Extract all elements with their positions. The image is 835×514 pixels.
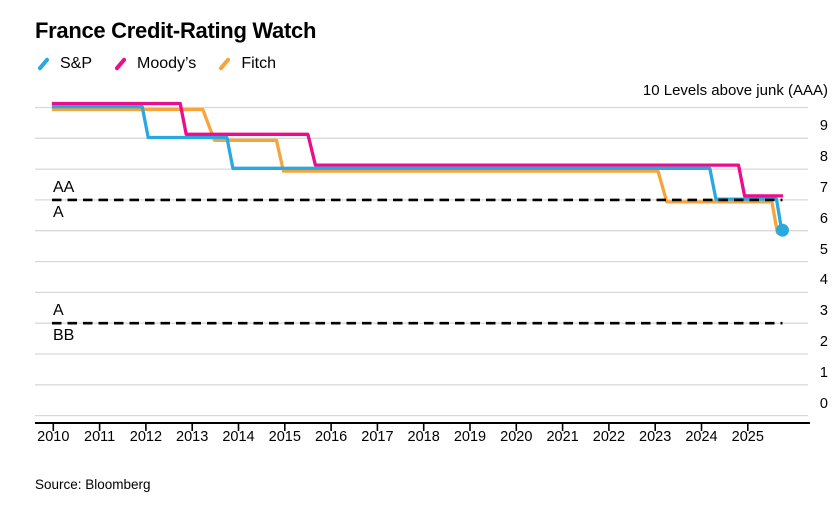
chart-title: France Credit-Rating Watch: [35, 18, 317, 43]
x-tick-label-2024: 2024: [685, 429, 718, 445]
x-tick-label-2021: 2021: [546, 429, 579, 445]
y-tick-label-8: 8: [819, 149, 828, 166]
band-label-below-level-3: BB: [53, 327, 75, 345]
y-tick-label-9: 9: [819, 118, 828, 135]
plot-area: [35, 101, 810, 431]
y-tick-label-2: 2: [819, 334, 828, 350]
y-tick-label-1: 1: [819, 364, 828, 381]
band-label-above-level-3: A: [53, 302, 64, 320]
rating-line-sp: [51, 105, 784, 232]
chart-legend: S&P Moody’s Fitch: [36, 55, 276, 73]
x-tick-label-2015: 2015: [268, 429, 301, 445]
x-tick-label-2010: 2010: [37, 429, 70, 445]
legend-label: Fitch: [241, 55, 276, 72]
rating-line-fitch: [51, 107, 783, 235]
x-tick-label-2022: 2022: [592, 429, 626, 445]
legend-label: S&P: [60, 55, 93, 72]
band-label-above-level-7: AA: [53, 178, 75, 196]
rating-line-moodys: [51, 101, 783, 198]
y-tick-label-0: 0: [819, 395, 828, 412]
y-tick-label-4: 4: [819, 272, 828, 289]
x-tick-label-2012: 2012: [129, 429, 163, 445]
x-tick-label-2016: 2016: [314, 429, 348, 445]
x-tick-label-2019: 2019: [453, 429, 487, 445]
y-axis-top-label: 10 Levels above junk (AAA): [642, 82, 828, 99]
source-attribution: Source: Bloomberg: [35, 477, 151, 492]
x-tick-label-2017: 2017: [361, 429, 394, 445]
y-tick-label-5: 5: [819, 241, 828, 258]
x-tick-label-2023: 2023: [639, 429, 672, 445]
legend-item-fitch: Fitch: [217, 55, 276, 73]
x-tick-label-2020: 2020: [500, 429, 533, 445]
x-tick-label-2025: 2025: [731, 429, 764, 445]
legend-item-sp: S&P: [36, 55, 92, 73]
legend-item-moodys: Moody’s: [113, 55, 196, 73]
x-tick-label-2014: 2014: [222, 429, 255, 445]
y-tick-label-7: 7: [819, 179, 828, 196]
latest-downgrade-dot: [776, 223, 789, 237]
x-tick-label-2018: 2018: [407, 429, 440, 445]
band-label-below-level-7: A: [53, 203, 64, 221]
x-tick-label-2011: 2011: [84, 429, 116, 445]
y-tick-label-3: 3: [819, 303, 828, 320]
x-tick-label-2013: 2013: [176, 429, 209, 445]
y-tick-label-6: 6: [819, 210, 828, 227]
legend-label: Moody’s: [137, 55, 197, 72]
